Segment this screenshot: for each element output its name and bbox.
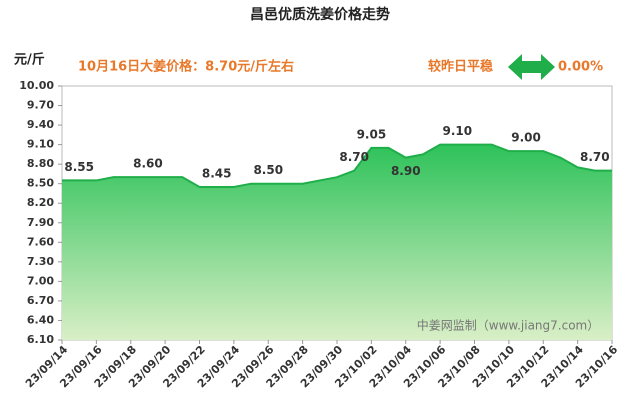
data-label: 8.50 (253, 163, 283, 177)
y-tick-label: 6.70 (27, 294, 54, 307)
watermark: 中姜网监制（www.jiang7.com） (417, 318, 599, 333)
y-tick-label: 7.90 (27, 216, 54, 229)
y-tick-label: 6.40 (27, 313, 54, 326)
data-label: 9.10 (443, 124, 473, 138)
y-tick-label: 8.50 (27, 177, 54, 190)
data-label: 8.60 (133, 157, 163, 171)
change-value: 0.00% (558, 60, 603, 75)
y-tick-label: 9.10 (27, 138, 54, 151)
data-label: 8.45 (202, 166, 232, 180)
annotation: 10月16日大姜价格：8.70元/斤左右 (78, 59, 294, 75)
y-tick-label: 8.20 (27, 196, 54, 209)
y-tick-label: 8.80 (27, 157, 54, 170)
y-tick-label: 10.00 (19, 79, 54, 92)
data-label: 8.55 (64, 160, 94, 174)
y-tick-label: 9.70 (27, 99, 54, 112)
data-label: 9.05 (357, 127, 387, 141)
data-label: 8.90 (391, 164, 421, 178)
data-label: 8.70 (580, 150, 610, 164)
line (62, 143, 612, 188)
change-arrow (508, 54, 555, 80)
y-tick-label: 7.30 (27, 255, 54, 268)
y-tick-label: 6.10 (27, 333, 54, 346)
area (62, 144, 612, 340)
y-tick-label: 7.60 (27, 235, 54, 248)
y-tick-label: 9.40 (27, 118, 54, 131)
data-label: 8.70 (339, 150, 369, 164)
data-label: 9.00 (511, 131, 541, 145)
change-text: 较昨日平稳 (428, 59, 493, 75)
y-unit: 元/斤 (14, 52, 45, 68)
chart-title: 昌邑优质洗姜价格走势 (250, 6, 390, 23)
y-tick-label: 7.00 (27, 274, 54, 287)
